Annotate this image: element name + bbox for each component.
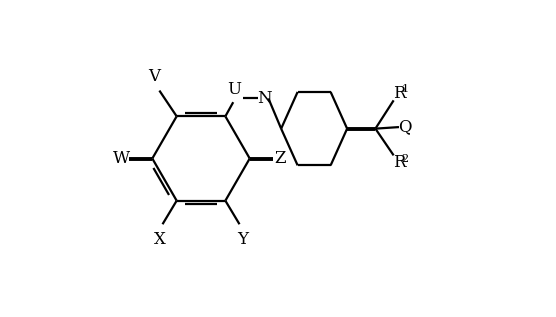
Text: 1: 1 [401, 84, 408, 94]
Text: N: N [257, 90, 271, 107]
Text: X: X [153, 231, 165, 248]
Text: W: W [113, 150, 131, 167]
Text: V: V [148, 68, 160, 85]
Text: Z: Z [275, 150, 286, 167]
Text: 2: 2 [401, 153, 408, 164]
Text: U: U [227, 81, 241, 98]
Text: R: R [393, 85, 405, 102]
Text: R: R [393, 154, 405, 171]
Text: Y: Y [237, 231, 248, 248]
Text: Q: Q [398, 119, 411, 136]
